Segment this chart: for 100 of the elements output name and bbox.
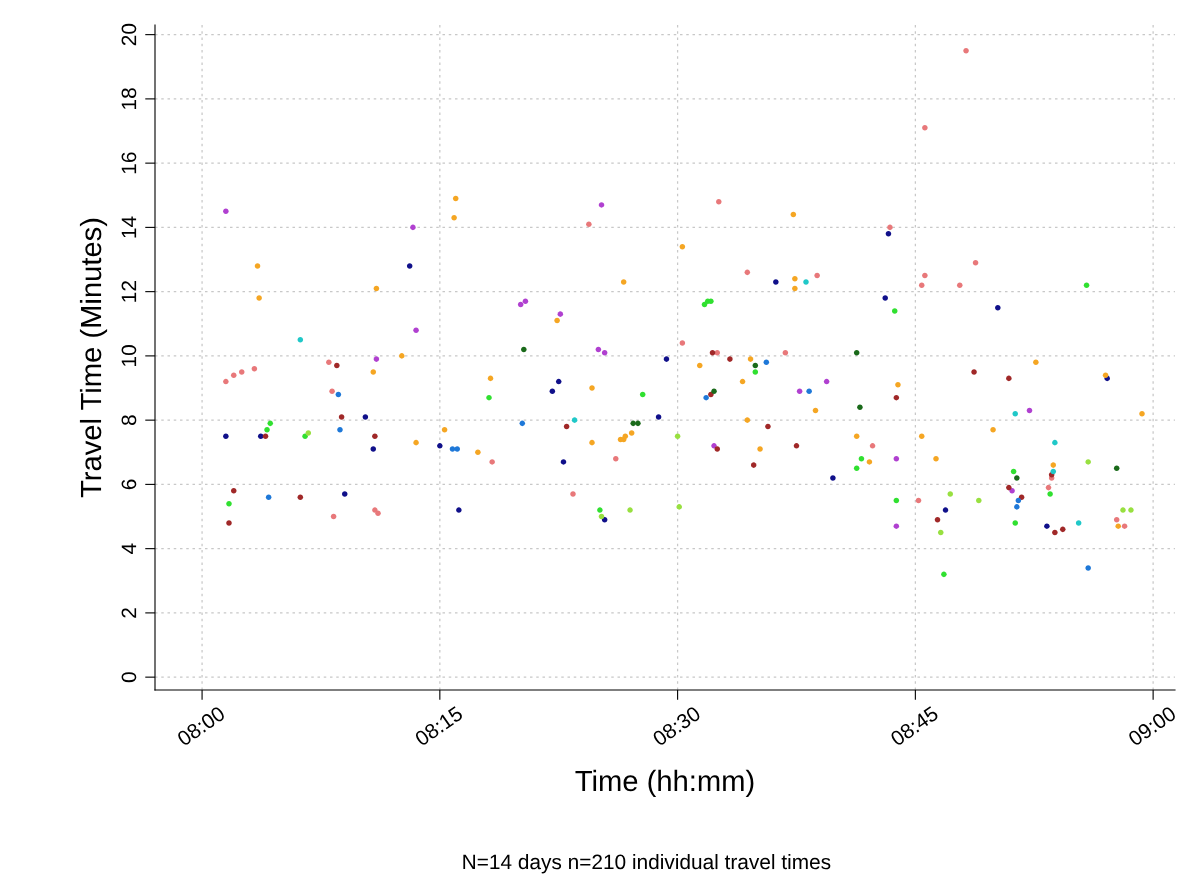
point [714,349,721,356]
point [1075,520,1082,526]
point [747,356,754,362]
point [230,488,237,494]
point [655,414,662,420]
point [676,504,682,510]
point [937,529,944,536]
point [792,276,798,282]
y-tick-label: 0 [121,672,137,683]
point [739,378,746,385]
point [613,455,619,462]
point [1052,529,1058,536]
point [1047,491,1053,497]
x-axis-title: Time (hh:mm) [575,769,754,798]
point [589,439,595,446]
point [716,198,722,205]
point [976,497,982,504]
point [521,346,527,353]
y-tick-label: 18 [121,88,137,109]
point [595,346,602,353]
point [1050,468,1057,475]
point [1045,484,1052,491]
point [765,423,771,430]
point [763,359,770,366]
point [1033,359,1039,366]
point [570,491,576,497]
point [882,295,888,301]
point [709,349,716,356]
point [744,417,751,423]
point [891,308,898,314]
point [589,385,595,391]
point [1139,410,1145,417]
point [475,449,481,456]
point [555,378,562,385]
point [410,224,416,231]
point [257,433,264,439]
point [489,459,495,465]
y-tick-label: 2 [121,608,137,618]
point [265,494,272,501]
point [885,231,892,237]
point [456,507,462,513]
point [627,507,633,513]
point [1085,565,1091,571]
point [563,423,570,430]
point [922,272,928,279]
point [750,462,757,468]
point [714,446,721,452]
point [267,420,274,427]
point [341,491,348,497]
point [330,513,337,520]
point [372,433,378,439]
point [806,388,812,395]
point [262,433,269,439]
y-tick-label: 4 [121,543,137,554]
point [230,372,237,378]
point [971,369,977,375]
point [727,356,733,362]
point [486,394,492,401]
point [1128,507,1134,513]
point [679,243,686,250]
point [1044,523,1050,529]
point [963,47,969,54]
point [1083,282,1090,288]
point [1115,523,1121,529]
point [223,208,229,215]
point [792,285,798,292]
point [957,282,963,288]
point [449,446,456,452]
point [399,353,405,359]
point [362,414,369,420]
point [370,446,377,452]
point [674,433,681,439]
point [639,391,646,398]
point [942,507,949,513]
point [571,417,578,423]
point [223,378,229,385]
point [893,523,900,529]
point [305,430,312,436]
point [853,465,860,472]
point [454,446,461,452]
point [337,427,343,433]
y-tick-label: 14 [121,216,137,238]
point [635,420,641,427]
point [375,510,381,517]
point [622,433,629,439]
point [708,298,714,305]
point [918,282,925,288]
point [796,388,803,395]
point [238,369,245,375]
point [597,507,603,513]
point [451,214,457,221]
y-tick-label: 6 [121,479,137,490]
point [663,356,670,362]
point [752,369,759,375]
point [934,516,941,523]
point [598,202,605,208]
point [711,443,717,449]
point [853,349,860,356]
y-tick-label: 16 [121,152,137,174]
point [814,272,820,279]
